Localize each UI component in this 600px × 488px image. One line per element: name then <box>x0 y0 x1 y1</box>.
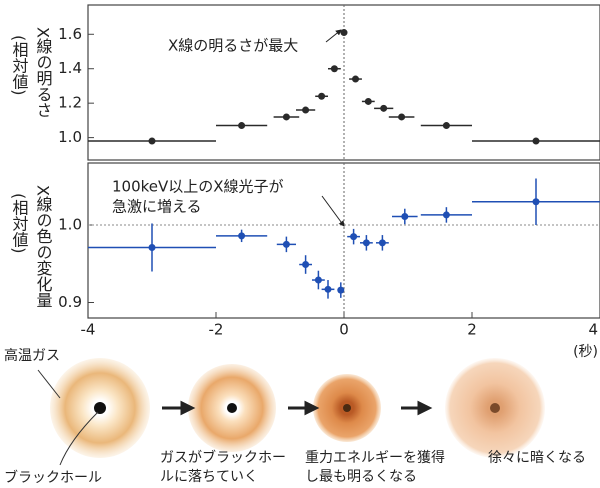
illustration: 高温ガス ブラックホール ガスがブラックホー ルに落ちていく 重力エネルギーを獲… <box>4 347 586 486</box>
y-tick-label: 1.6 <box>58 25 82 43</box>
x-tick-label: 2 <box>467 321 477 339</box>
plot: 1.0 1.2 1.4 1.6 X線の明るさ (相対値) X線の明るさが最大 0.9 1.0 -4… <box>10 5 600 360</box>
black-hole <box>94 402 106 414</box>
y-tick-label: 1.0 <box>58 128 82 146</box>
y-axis-label: X線の明るさ <box>34 27 53 118</box>
arrow <box>162 403 192 413</box>
arrow <box>401 403 429 413</box>
y-tick-label: 1.2 <box>58 94 82 112</box>
point <box>533 138 540 145</box>
point <box>238 122 245 129</box>
point <box>443 211 450 218</box>
label: ブラックホール <box>4 469 102 486</box>
y-tick-label: 1.0 <box>58 216 82 234</box>
point <box>379 239 386 246</box>
point <box>352 76 359 83</box>
point <box>365 98 372 105</box>
annotation-arrow <box>322 196 344 226</box>
point <box>398 113 405 120</box>
y-axis-label: X線の色の変化量 <box>34 185 53 308</box>
annotation: X線の明るさが最大 <box>168 37 298 55</box>
point <box>302 261 309 268</box>
point <box>363 239 370 246</box>
point <box>401 213 408 220</box>
black-hole <box>227 403 237 413</box>
annotation-arrow <box>326 30 341 42</box>
point <box>325 286 332 293</box>
figure: 1.0 1.2 1.4 1.6 X線の明るさ (相対値) X線の明るさが最大 0.9 1.0 -4… <box>0 0 600 488</box>
arrow <box>288 403 316 413</box>
x-tick-label: 4 <box>588 321 598 339</box>
point <box>350 233 357 240</box>
point <box>331 65 338 72</box>
black-hole <box>343 404 351 412</box>
label: し最も明るくなる <box>305 469 417 485</box>
y-axis-unit: (相対値) <box>10 35 29 95</box>
label: 徐々に暗くなる <box>488 450 586 466</box>
label: 重力エネルギーを獲得 <box>305 449 445 466</box>
point <box>533 198 540 205</box>
annotation: 急激に増える <box>112 198 202 216</box>
point <box>380 105 387 112</box>
label: ガスがブラックホー <box>160 449 286 466</box>
x-tick-label: -4 <box>81 321 96 339</box>
point <box>283 113 290 120</box>
point <box>149 244 156 251</box>
y-tick-label: 1.4 <box>58 59 82 77</box>
x-tick-label: -2 <box>209 321 224 339</box>
point <box>337 287 344 294</box>
label: ルに落ちていく <box>160 469 258 485</box>
point <box>341 29 348 36</box>
black-hole <box>490 403 500 413</box>
point <box>149 138 156 145</box>
label: 高温ガス <box>4 347 60 364</box>
point <box>443 122 450 129</box>
annotation: 100keV以上のX線光子が <box>112 178 284 196</box>
x-axis-unit: (秒) <box>573 344 598 360</box>
point <box>302 107 309 114</box>
point <box>238 232 245 239</box>
x-tick-label: 0 <box>339 321 349 339</box>
y-tick-label: 0.9 <box>58 293 82 311</box>
point <box>318 93 325 100</box>
y-axis-unit: (相対値) <box>10 193 29 253</box>
point <box>283 241 290 248</box>
point <box>315 277 322 284</box>
